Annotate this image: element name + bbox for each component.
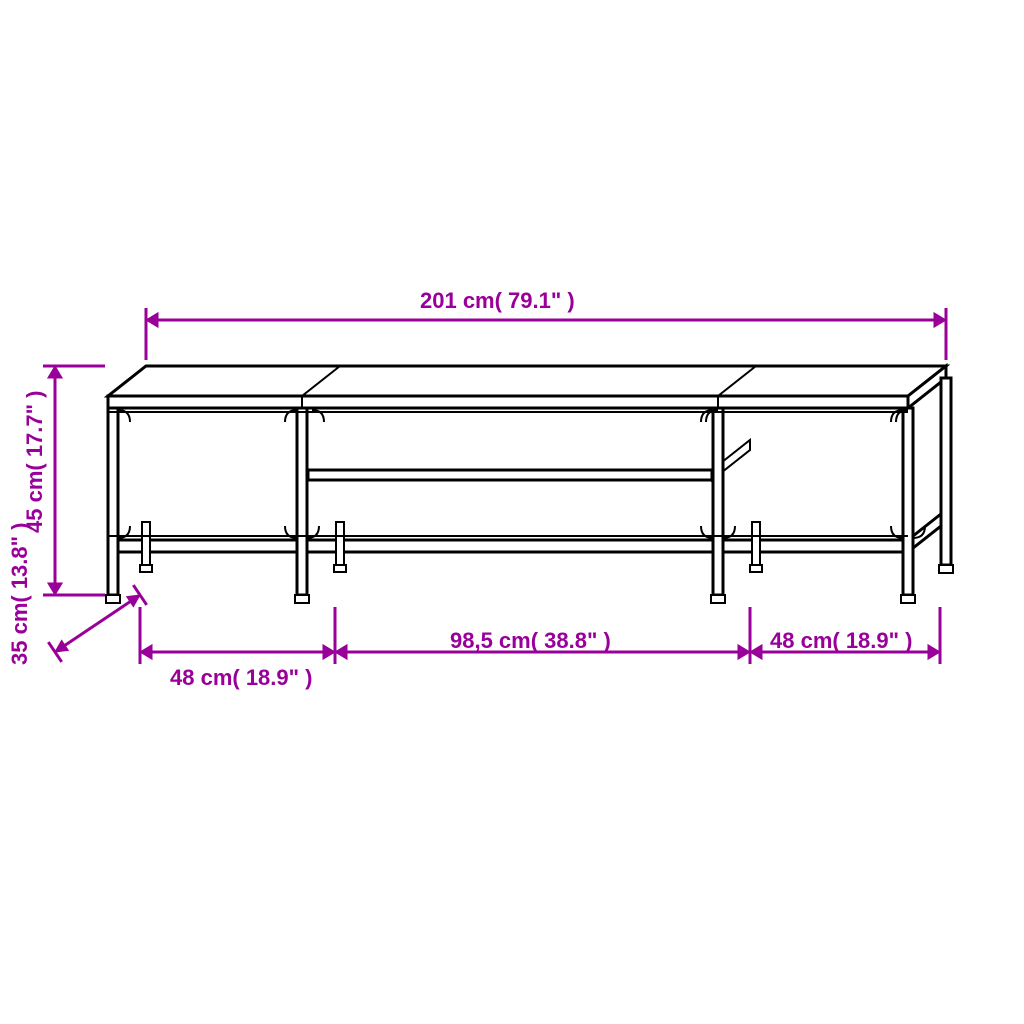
dim-section-right: 48 cm( 18.9" ) [770, 628, 913, 654]
furniture-diagram [0, 0, 1024, 1024]
dim-total-width: 201 cm( 79.1" ) [420, 288, 575, 314]
dim-section-left: 48 cm( 18.9" ) [170, 665, 313, 691]
dim-section-middle: 98,5 cm( 38.8" ) [450, 628, 611, 654]
dim-depth: 35 cm( 13.8" ) [7, 522, 33, 665]
dim-height: 45 cm( 17.7" ) [22, 390, 48, 533]
diagram-container: 201 cm( 79.1" ) 45 cm( 17.7" ) 35 cm( 13… [0, 0, 1024, 1024]
